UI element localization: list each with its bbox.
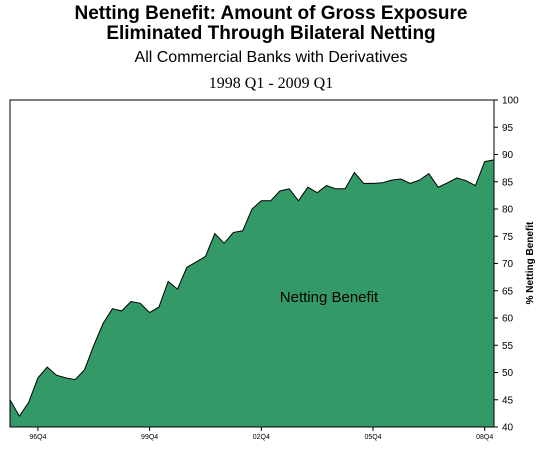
chart-title: Netting Benefit: Amount of Gross Exposur… bbox=[74, 3, 468, 24]
y-tick-label: 95 bbox=[502, 123, 514, 134]
x-tick-label: 08Q4 bbox=[476, 434, 493, 441]
y-tick-label: 70 bbox=[502, 259, 514, 270]
y-tick-label: 100 bbox=[502, 96, 519, 107]
chart-title-line2: Eliminated Through Bilateral Netting bbox=[106, 23, 436, 44]
area-annotation: Netting Benefit bbox=[280, 289, 379, 306]
y-tick-label: 90 bbox=[502, 150, 514, 161]
netting-benefit-area bbox=[10, 159, 494, 427]
y-tick-label: 60 bbox=[502, 314, 514, 325]
x-tick-label: 02Q4 bbox=[253, 434, 270, 441]
x-tick-label: 96Q4 bbox=[29, 434, 46, 441]
y-tick-label: 45 bbox=[502, 395, 514, 406]
y-tick-label: 75 bbox=[502, 232, 514, 243]
y-tick-label: 40 bbox=[502, 423, 514, 434]
netting-benefit-line bbox=[9, 159, 495, 418]
y-tick-label: 85 bbox=[502, 177, 514, 188]
y-tick-label: 55 bbox=[502, 341, 514, 352]
y-tick-label: 50 bbox=[502, 368, 514, 379]
chart-subtitle: All Commercial Banks with Derivatives bbox=[134, 49, 408, 66]
chart-date-range: 1998 Q1 - 2009 Q1 bbox=[208, 75, 334, 92]
y-axis-label: % Netting Benefit bbox=[525, 221, 536, 304]
y-tick-label: 80 bbox=[502, 205, 514, 216]
x-tick-label: 99Q4 bbox=[141, 434, 158, 441]
y-tick-label: 65 bbox=[502, 286, 514, 297]
x-tick-label: 05Q4 bbox=[364, 434, 381, 441]
